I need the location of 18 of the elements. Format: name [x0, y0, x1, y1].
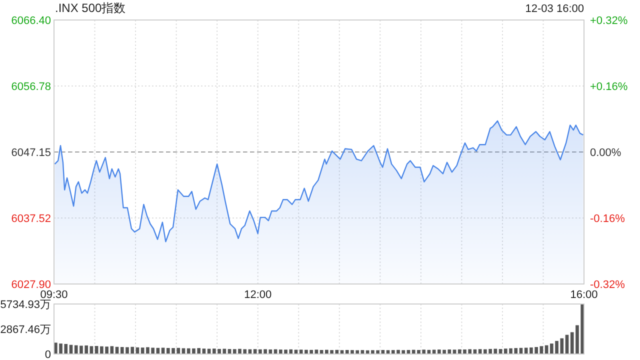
chart-subtitle: 12-03 16:00: [525, 3, 584, 15]
x-tick-label: 12:00: [244, 289, 272, 301]
chart-title: .INX 500指数: [55, 1, 126, 15]
y2-tick-label: -0.16%: [590, 212, 626, 225]
y2-tick-label: -0.32%: [590, 278, 626, 291]
x-tick-label: 09:30: [40, 289, 68, 301]
y2-tick-label: +0.32%: [590, 14, 628, 27]
y-tick-label: 6066.40: [11, 14, 51, 27]
y-tick-label: 5734.93万: [0, 298, 51, 311]
y2-tick-label: 0.00%: [590, 146, 622, 159]
y-tick-label: 6056.78: [11, 80, 51, 93]
x-tick-label: 16:00: [570, 289, 598, 301]
y-tick-label: 6047.15: [11, 146, 51, 159]
y-tick-label: 6027.90: [11, 278, 51, 291]
y-tick-label: 0: [44, 348, 51, 360]
y-tick-label: 6037.52: [11, 212, 51, 225]
y2-tick-label: +0.16%: [590, 80, 628, 93]
y-tick-label: 2867.46万: [0, 324, 51, 336]
